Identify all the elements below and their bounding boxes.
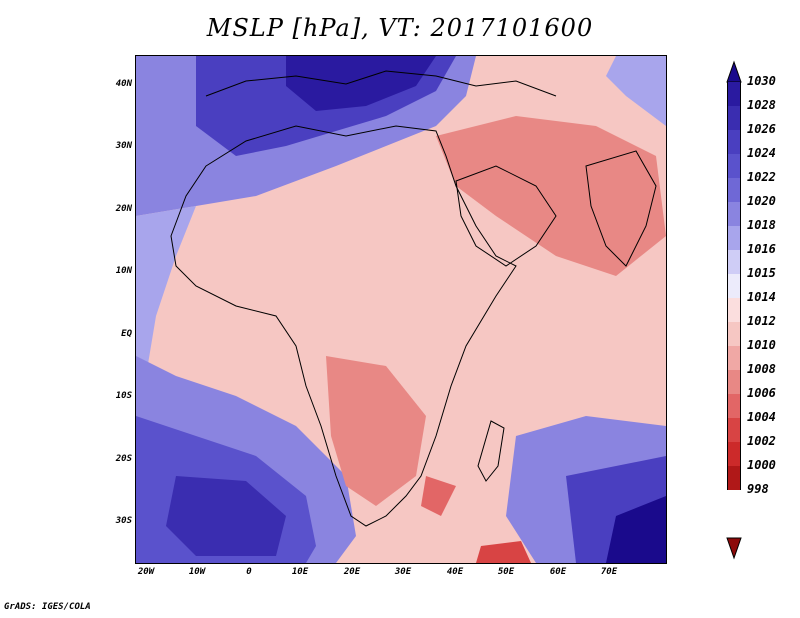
colorbar-label: 1028 <box>747 98 776 112</box>
colorbar-swatch <box>727 298 741 322</box>
colorbar-label: 1020 <box>747 194 776 208</box>
colorbar-swatch <box>727 322 741 346</box>
colorbar-label: 1026 <box>747 122 776 136</box>
colorbar-swatch <box>727 178 741 202</box>
colorbar-swatch <box>727 154 741 178</box>
lon-label: 20E <box>343 567 361 577</box>
india-outline <box>585 150 657 267</box>
low-madagascar-channel <box>421 476 456 516</box>
arabia-outline <box>455 165 557 267</box>
colorbar-label: 1010 <box>747 338 776 352</box>
colorbar-swatch <box>727 250 741 274</box>
colorbar-label: 1014 <box>747 290 776 304</box>
colorbar-label: 1030 <box>747 74 776 88</box>
lon-label: 70E <box>600 567 618 577</box>
lat-label: 20N <box>115 204 132 214</box>
lat-label: 20S <box>115 454 132 464</box>
lat-label: 40N <box>115 79 132 89</box>
pressure-field <box>136 56 666 563</box>
lon-label: 30E <box>394 567 412 577</box>
colorbar-arrows <box>726 60 742 560</box>
footer-credit: GrADS: IGES/COLA <box>4 602 91 612</box>
colorbar: 1030 1028 1026 1024 1022 1020 1018 1016 1015 1014… <box>723 60 800 560</box>
low-south-indian <box>476 541 531 563</box>
colorbar-swatch <box>727 418 741 442</box>
lat-label: 10N <box>115 266 132 276</box>
colorbar-swatch <box>727 130 741 154</box>
colorbar-label: 1006 <box>747 386 776 400</box>
colorbar-bottom-arrow <box>726 537 742 560</box>
colorbar-swatch <box>727 346 741 370</box>
colorbar-label: 1018 <box>747 218 776 232</box>
colorbar-label: 1016 <box>747 242 776 256</box>
colorbar-top-arrow <box>726 60 742 83</box>
lon-label: 40E <box>446 567 464 577</box>
colorbar-label: 1002 <box>747 434 776 448</box>
colorbar-label: 1012 <box>747 314 776 328</box>
colorbar-swatch <box>727 202 741 226</box>
colorbar-swatch <box>727 274 741 298</box>
colorbar-swatch <box>727 106 741 130</box>
lat-label: 30S <box>115 516 132 526</box>
europe-coastline <box>205 70 557 97</box>
colorbar-swatch <box>727 466 741 490</box>
high-med-center <box>286 56 436 111</box>
lon-label: 0 <box>246 567 252 577</box>
high-south-indian-core <box>606 496 666 563</box>
lon-label: 10W <box>188 567 206 577</box>
lat-label: 10S <box>115 391 132 401</box>
madagascar-outline <box>477 420 505 482</box>
low-southern-africa <box>326 356 426 506</box>
lon-label: 60E <box>549 567 567 577</box>
colorbar-label: 998 <box>747 482 769 496</box>
colorbar-swatch <box>727 370 741 394</box>
high-northeast-strip <box>606 56 666 126</box>
lon-label: 50E <box>497 567 515 577</box>
high-atlantic-west <box>136 206 196 396</box>
colorbar-label: 1000 <box>747 458 776 472</box>
high-south-atlantic-core <box>166 476 286 556</box>
chart-title: MSLP [hPa], VT: 2017101600 <box>206 14 594 42</box>
africa-coastline <box>170 125 517 527</box>
colorbar-label: 1015 <box>747 266 776 280</box>
colorbar-label: 1008 <box>747 362 776 376</box>
colorbar-label: 1022 <box>747 170 776 184</box>
colorbar-swatch <box>727 442 741 466</box>
lon-label: 10E <box>291 567 309 577</box>
low-arabia-india <box>436 116 666 276</box>
lat-label: 30N <box>115 141 132 151</box>
lat-label: EQ <box>121 329 132 339</box>
colorbar-label: 1024 <box>747 146 776 160</box>
lon-label: 20W <box>137 567 155 577</box>
colorbar-label: 1004 <box>747 410 776 424</box>
colorbar-swatch <box>727 226 741 250</box>
colorbar-swatch <box>727 394 741 418</box>
colorbar-swatch <box>727 82 741 106</box>
pressure-map <box>135 55 667 564</box>
